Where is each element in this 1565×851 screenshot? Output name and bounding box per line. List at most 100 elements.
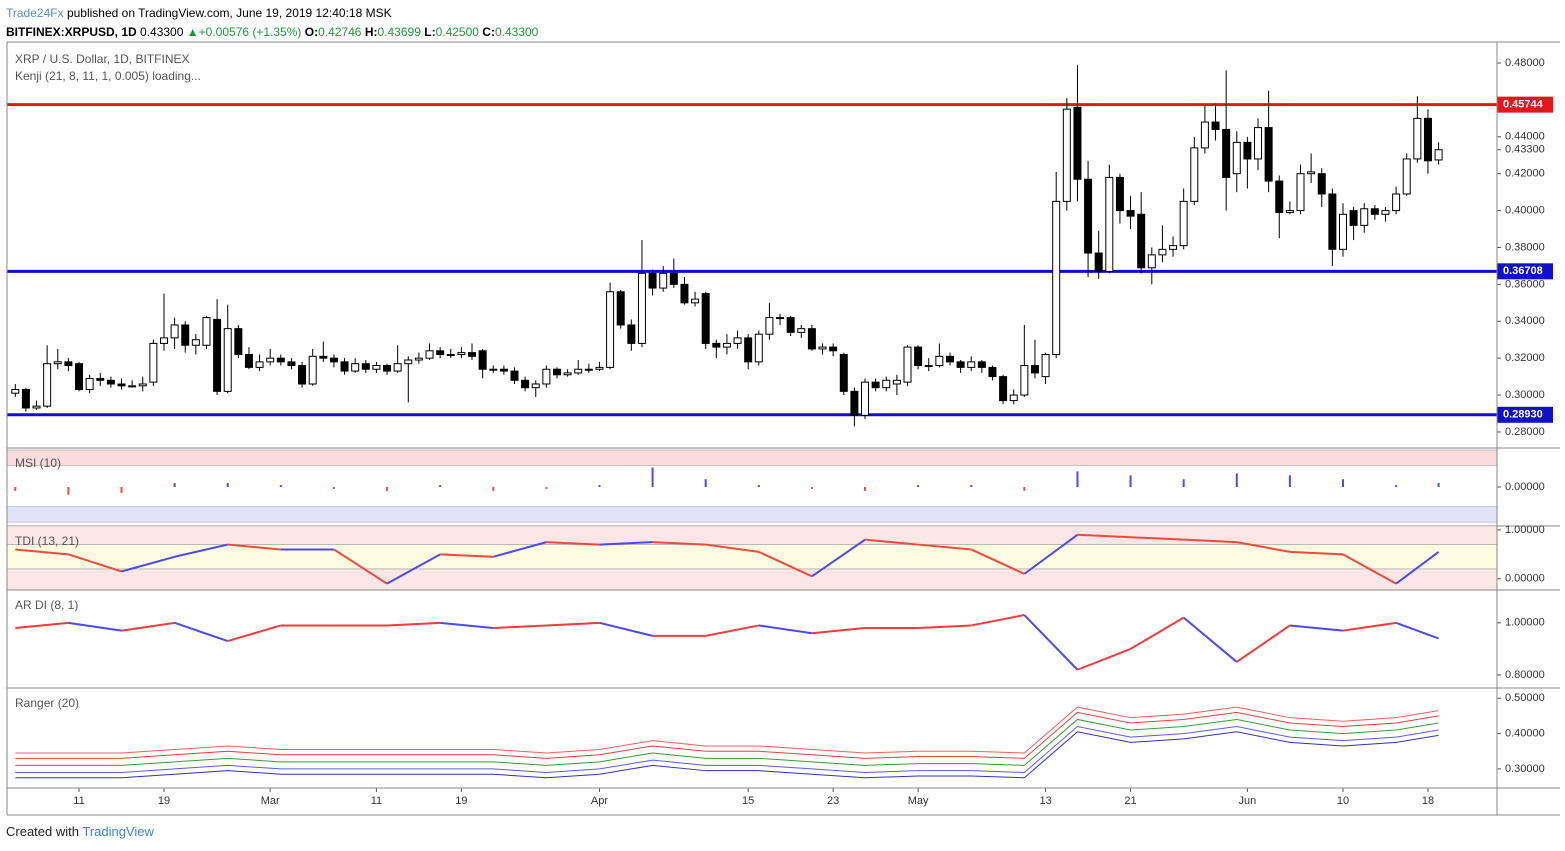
x-tick-label: 18 (1422, 795, 1434, 807)
line-segment (705, 543, 759, 553)
candle-body (1115, 176, 1124, 212)
line-segment (1077, 533, 1131, 539)
candle-body (1254, 127, 1263, 160)
y-tick-label: 0.80000 (1505, 669, 1545, 681)
candle-body (988, 366, 997, 378)
o-label: O: (304, 25, 319, 39)
candle-body (616, 291, 625, 326)
header: Trade24Fx published on TradingView.com, … (6, 4, 538, 42)
candle-body (754, 333, 763, 363)
ranger-line (15, 711, 1439, 759)
line-segment (599, 541, 653, 546)
ranger-line (15, 718, 1439, 766)
ranger-line (15, 725, 1439, 773)
close: 0.43300 (494, 25, 539, 39)
histogram-bar (332, 487, 335, 489)
band (6, 568, 1498, 591)
candle-body (1126, 210, 1135, 217)
candle-body (351, 363, 360, 372)
candle-body (1020, 365, 1029, 396)
line-segment (1023, 533, 1079, 575)
level-label: 0.28930 (1503, 409, 1543, 421)
y-tick-label: 0.30000 (1505, 763, 1545, 775)
candle-body (1179, 200, 1188, 247)
candle-body (744, 337, 753, 363)
level-tag (1497, 263, 1553, 280)
candle-body (861, 381, 870, 416)
candle-body (319, 355, 328, 359)
candle-body (1349, 210, 1358, 226)
candle-body (1190, 147, 1199, 202)
candle-body (977, 361, 986, 368)
panel-subtitle: Kenji (21, 8, 11, 1, 0.005) loading... (15, 69, 201, 83)
candle-body (1169, 245, 1178, 250)
candle-body (85, 377, 94, 391)
candle-body (659, 272, 668, 289)
y-tick-label: 1.00000 (1505, 617, 1545, 629)
line-segment (758, 624, 813, 635)
candle-body (871, 381, 880, 389)
histogram-bar (386, 487, 389, 491)
histogram-bar (1023, 487, 1026, 491)
candle-body (425, 350, 434, 359)
candle-body (1370, 208, 1379, 215)
candle-body (733, 337, 742, 344)
candle-body (606, 291, 615, 368)
arrow: ▲ (186, 25, 199, 39)
line-segment (121, 621, 175, 632)
line-segment (652, 541, 706, 546)
line-segment (599, 621, 653, 637)
candle-body (552, 368, 561, 376)
panel-title: AR DI (8, 1) (15, 598, 78, 612)
candle-body (1094, 252, 1103, 272)
x-tick-label: 11 (371, 795, 382, 807)
band (6, 525, 1498, 545)
candle-body (807, 328, 816, 350)
y-tick-label: 0.00000 (1505, 481, 1545, 493)
candle-body (924, 365, 933, 368)
line-segment (68, 621, 122, 632)
candle-body (1009, 394, 1018, 402)
candle-body (255, 361, 264, 368)
histogram-bar (279, 485, 282, 487)
candle-body (1073, 106, 1082, 180)
candle-body (1285, 210, 1294, 213)
candle-body (404, 359, 413, 365)
candle-body (1105, 176, 1114, 272)
candle-body (298, 365, 307, 385)
line-segment (1023, 614, 1079, 671)
c-label: C: (482, 25, 495, 39)
y-tick-label: 0.00000 (1505, 573, 1545, 585)
line-segment (546, 621, 600, 627)
publisher[interactable]: Trade24Fx (6, 6, 64, 20)
candle-body (361, 363, 370, 370)
candle-body (96, 377, 105, 381)
brand[interactable]: TradingView (82, 824, 154, 839)
candle-body (797, 328, 806, 333)
x-tick-label: Jun (1239, 795, 1257, 807)
y-tick-label: 0.42000 (1505, 168, 1545, 180)
y-tick-label: 0.36000 (1505, 278, 1545, 290)
open: 0.42746 (318, 25, 362, 39)
y-tick-label: 0.34000 (1505, 315, 1545, 327)
candle-body (1434, 149, 1443, 161)
candle-body (648, 272, 657, 289)
candle-body (999, 376, 1008, 402)
line-segment (1342, 553, 1397, 585)
candle-body (1264, 127, 1273, 182)
candle-body (75, 363, 84, 391)
histogram-bar (757, 485, 760, 487)
candle-body (117, 383, 126, 387)
histogram-bar (810, 487, 813, 489)
candle-body (213, 318, 222, 392)
x-tick-label: 19 (455, 795, 467, 807)
candle-body (850, 390, 859, 416)
ranger-line (15, 731, 1439, 779)
panel-title: XRP / U.S. Dollar, 1D, BITFINEX (15, 52, 190, 66)
y-tick-label: 0.40000 (1505, 205, 1545, 217)
y-tick-label: 0.48000 (1505, 57, 1545, 69)
candle-body (276, 357, 285, 363)
line-segment (1183, 616, 1238, 663)
candle-body (967, 361, 976, 368)
